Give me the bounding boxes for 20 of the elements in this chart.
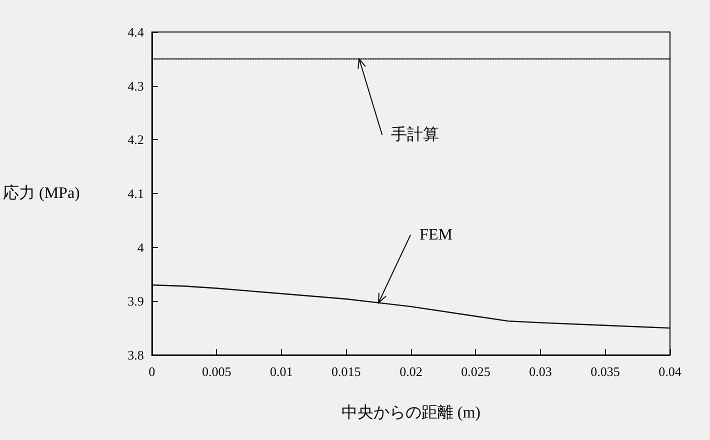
x-axis-title: 中央からの距離 (m) <box>341 404 480 422</box>
y-tick-label: 3.9 <box>128 294 144 309</box>
x-tick-label: 0.04 <box>658 364 682 379</box>
y-tick-label: 4.1 <box>128 186 144 201</box>
x-tick-label: 0.03 <box>529 364 552 379</box>
y-tick-label: 4.4 <box>128 24 144 40</box>
x-tick-label: 0.025 <box>461 364 490 379</box>
x-tick-label: 0.005 <box>202 364 232 379</box>
x-tick-label: 0 <box>148 364 156 379</box>
annotation: 手計算 <box>391 125 440 144</box>
y-tick-label: 4 <box>137 240 144 255</box>
y-tick-label: 4.2 <box>128 132 144 148</box>
annotation: FEM <box>420 226 452 244</box>
x-tick-label: 0.015 <box>332 364 361 379</box>
y-axis-title: 応力 (MPa) <box>2 184 80 202</box>
x-tick-label: 0.035 <box>590 364 620 379</box>
x-tick-label: 0.01 <box>270 364 293 379</box>
x-tick-label: 0.02 <box>400 364 422 379</box>
y-tick-label: 3.8 <box>128 348 144 362</box>
y-tick-label: 4.3 <box>128 78 144 94</box>
